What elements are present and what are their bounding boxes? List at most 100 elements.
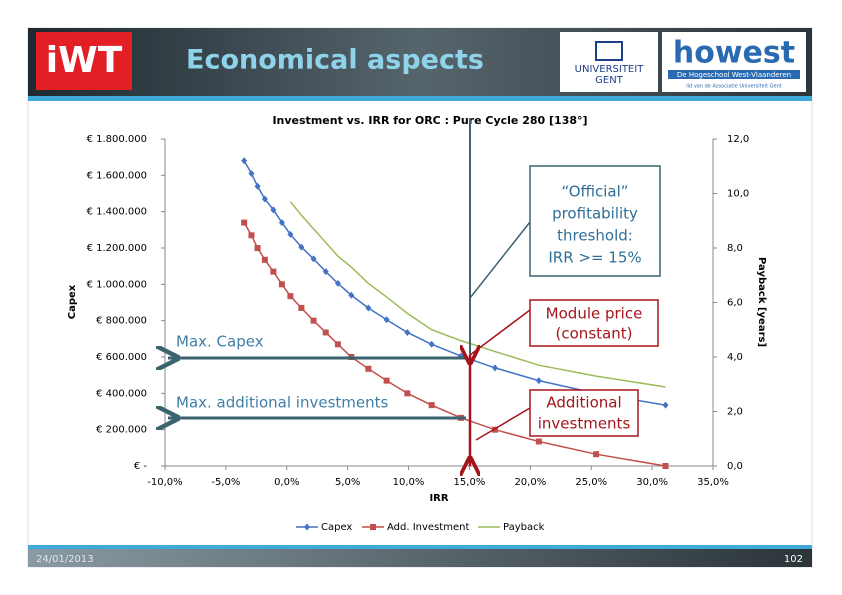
y2-tick-label: 6,0: [727, 298, 743, 309]
threshold-text: threshold:: [557, 227, 633, 245]
ugent-icon: [595, 41, 623, 61]
point: [365, 365, 372, 372]
callout-line: [475, 407, 531, 441]
point: [254, 182, 261, 190]
x-tick-label: -10,0%: [147, 477, 182, 488]
point: [310, 255, 317, 263]
chart: Investment vs. IRR for ORC : Pure Cycle …: [67, 114, 767, 533]
y2-tick-label: 10,0: [727, 189, 749, 200]
point: [365, 304, 372, 312]
y-tick-label: € -: [134, 461, 148, 472]
point: [241, 157, 248, 165]
howest-text: howest: [673, 36, 795, 71]
x-tick-label: 0,0%: [274, 477, 299, 488]
point: [287, 293, 294, 300]
howest-band: [668, 70, 800, 79]
y2-tick-label: 0,0: [727, 461, 743, 472]
y-tick-label: € 1.400.000: [87, 207, 147, 218]
page-number: 102: [784, 554, 803, 565]
callout-line: [469, 309, 531, 356]
module-box: [529, 299, 659, 347]
annotations: “Official” profitability threshold: IRR …: [168, 118, 661, 466]
point: [535, 438, 542, 445]
x-tick-label: 30,0%: [636, 477, 668, 488]
point: [492, 426, 499, 433]
y-tick-label: € 1.000.000: [87, 279, 147, 290]
point: [298, 243, 305, 251]
ugent-text: GENT: [595, 75, 624, 86]
x-tick-label: 35,0%: [697, 477, 729, 488]
y2-tick-label: 4,0: [727, 352, 743, 363]
series-line: [289, 201, 666, 388]
module-text: Module price: [546, 305, 643, 323]
point: [310, 317, 317, 324]
point: [248, 232, 255, 239]
module-text: (constant): [556, 325, 633, 343]
y2-tick-label: 12,0: [727, 134, 749, 145]
y-tick-label: € 800.000: [96, 316, 147, 327]
point: [662, 463, 669, 469]
threshold-box: [529, 165, 661, 277]
y-tick-label: € 200.000: [96, 425, 147, 436]
point: [428, 402, 435, 409]
additional-text: Additional: [546, 394, 621, 412]
point: [322, 329, 329, 336]
point: [535, 377, 542, 385]
x-tick-label: 5,0%: [335, 477, 360, 488]
footer-date: 24/01/2013: [36, 554, 94, 565]
point: [241, 219, 248, 226]
footer-stripe: [28, 545, 812, 549]
x-tick-label: 25,0%: [575, 477, 607, 488]
point: [492, 364, 499, 372]
header-stripe: [28, 96, 812, 101]
point: [383, 316, 390, 324]
iwt-text: iWT: [46, 40, 123, 81]
point: [662, 401, 669, 409]
point: [261, 256, 268, 263]
threshold-text: profitability: [552, 205, 638, 223]
point: [348, 291, 355, 299]
point: [287, 230, 294, 238]
callout-line: [469, 221, 531, 299]
point: [404, 390, 411, 397]
threshold-text: “Official”: [561, 183, 628, 201]
legend-label: Add. Investment: [387, 522, 469, 533]
point: [404, 328, 411, 336]
y-tick-label: € 1.600.000: [87, 170, 147, 181]
point: [428, 340, 435, 348]
point: [248, 170, 255, 178]
howest-logo: [662, 32, 806, 92]
x-axis-label: IRR: [429, 493, 448, 504]
legend-label: Capex: [321, 522, 352, 533]
y-tick-label: € 1.800.000: [87, 134, 147, 145]
y2-tick-label: 2,0: [727, 407, 743, 418]
x-tick-label: -5,0%: [211, 477, 240, 488]
y2-tick-label: 8,0: [727, 243, 743, 254]
ugent-text: UNIVERSITEIT: [575, 64, 645, 75]
point: [270, 268, 277, 275]
x-tick-label: 20,0%: [514, 477, 546, 488]
y-tick-label: € 1.200.000: [87, 243, 147, 254]
point: [298, 304, 305, 311]
legend-marker: [370, 524, 376, 530]
y2-axis-label: Payback [years]: [756, 257, 767, 347]
additional-text: investments: [538, 415, 631, 433]
point: [254, 245, 261, 251]
additional-box: [529, 389, 639, 437]
howest-sub: De Hogeschool West-Vlaanderen: [677, 71, 791, 79]
threshold-text: IRR >= 15%: [548, 249, 641, 267]
y-tick-label: € 600.000: [96, 352, 147, 363]
point: [270, 206, 277, 214]
iwt-logo: [36, 32, 132, 90]
max-capex-label: Max. Capex: [176, 333, 264, 351]
x-tick-label: 10,0%: [393, 477, 425, 488]
point: [278, 219, 285, 227]
legend-label: Payback: [503, 522, 545, 533]
howest-sub2: lid van de Associatie Universiteit Gent: [686, 84, 781, 90]
point: [383, 377, 390, 384]
max-additional-label: Max. additional investments: [176, 394, 389, 412]
point: [322, 268, 329, 276]
chart-title: Investment vs. IRR for ORC : Pure Cycle …: [272, 114, 587, 127]
